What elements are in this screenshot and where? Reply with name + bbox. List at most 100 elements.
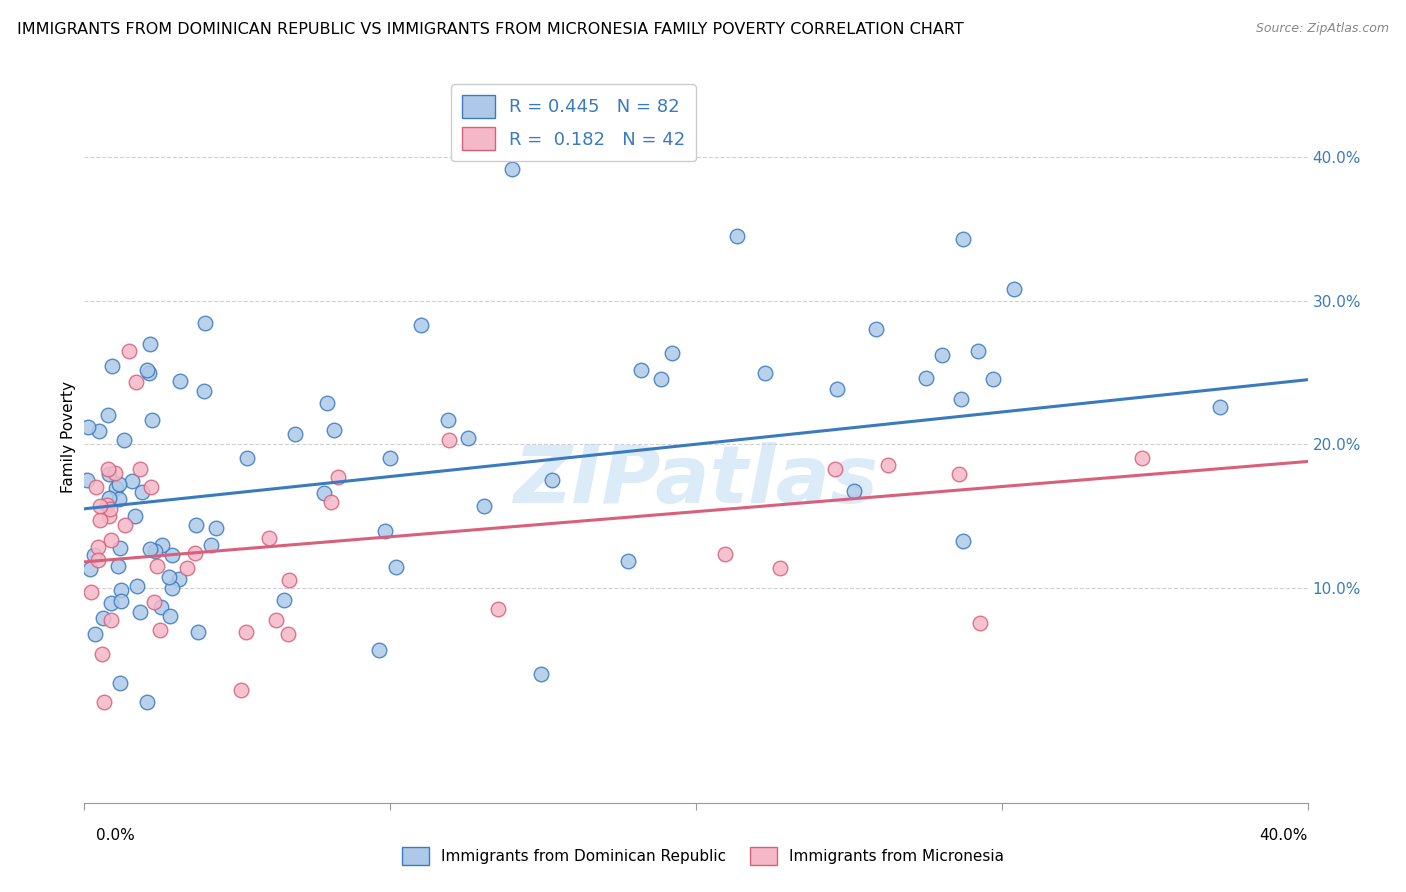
Point <box>844 484 866 499</box>
Point <box>100 596 122 610</box>
Point <box>167 572 190 586</box>
Point <box>409 318 432 332</box>
Point <box>825 382 848 396</box>
Point <box>104 466 127 480</box>
Point <box>76 473 98 487</box>
Point <box>200 537 222 551</box>
Point <box>235 451 257 466</box>
Point <box>100 359 122 373</box>
Point <box>93 695 115 709</box>
Point <box>124 508 146 523</box>
Point <box>98 502 121 516</box>
Point <box>967 344 990 359</box>
Point <box>110 593 132 607</box>
Point <box>86 540 108 554</box>
Point <box>436 413 458 427</box>
Text: ZIPatlas: ZIPatlas <box>513 442 879 520</box>
Point <box>139 480 162 494</box>
Point <box>322 423 344 437</box>
Point <box>138 366 160 380</box>
Point <box>143 544 166 558</box>
Point <box>259 531 281 545</box>
Point <box>948 467 970 481</box>
Point <box>235 624 257 639</box>
Point <box>135 695 157 709</box>
Legend: R = 0.445   N = 82, R =  0.182   N = 42: R = 0.445 N = 82, R = 0.182 N = 42 <box>451 84 696 161</box>
Point <box>952 534 974 549</box>
Point <box>108 541 131 556</box>
Point <box>131 485 153 500</box>
Point <box>141 413 163 427</box>
Point <box>157 570 180 584</box>
Point <box>96 499 118 513</box>
Point <box>1130 451 1153 466</box>
Point <box>129 605 152 619</box>
Point <box>630 363 652 377</box>
Point <box>529 666 551 681</box>
Point <box>877 458 900 473</box>
Point <box>107 559 129 574</box>
Point <box>284 426 307 441</box>
Point <box>110 582 132 597</box>
Legend: Immigrants from Dominican Republic, Immigrants from Micronesia: Immigrants from Dominican Republic, Immi… <box>395 841 1011 871</box>
Point <box>273 592 295 607</box>
Point <box>114 518 136 533</box>
Point <box>969 615 991 630</box>
Point <box>501 162 523 177</box>
Point <box>176 560 198 574</box>
Point <box>98 491 121 505</box>
Point <box>91 647 114 661</box>
Point <box>80 585 103 599</box>
Y-axis label: Family Poverty: Family Poverty <box>60 381 76 493</box>
Text: 40.0%: 40.0% <box>1260 828 1308 843</box>
Point <box>159 608 181 623</box>
Point <box>184 546 207 560</box>
Point <box>194 316 217 330</box>
Point <box>87 553 110 567</box>
Text: IMMIGRANTS FROM DOMINICAN REPUBLIC VS IMMIGRANTS FROM MICRONESIA FAMILY POVERTY : IMMIGRANTS FROM DOMINICAN REPUBLIC VS IM… <box>17 22 963 37</box>
Point <box>79 562 101 576</box>
Point <box>457 431 479 445</box>
Text: 0.0%: 0.0% <box>96 828 135 843</box>
Point <box>472 500 495 514</box>
Point <box>769 560 792 574</box>
Point <box>725 228 748 243</box>
Point <box>150 538 173 552</box>
Point <box>264 613 287 627</box>
Point <box>952 232 974 246</box>
Point <box>160 581 183 595</box>
Point <box>160 548 183 562</box>
Point <box>914 371 936 385</box>
Point <box>316 396 339 410</box>
Point <box>108 477 131 491</box>
Point <box>824 462 846 476</box>
Point <box>139 337 162 351</box>
Point <box>486 602 509 616</box>
Point <box>193 384 215 398</box>
Point <box>87 424 110 438</box>
Point <box>149 624 172 638</box>
Point <box>319 495 342 509</box>
Point <box>118 343 141 358</box>
Point <box>135 362 157 376</box>
Point <box>83 627 105 641</box>
Point <box>105 481 128 495</box>
Point <box>97 508 120 523</box>
Text: Source: ZipAtlas.com: Source: ZipAtlas.com <box>1256 22 1389 36</box>
Point <box>149 600 172 615</box>
Point <box>98 467 121 481</box>
Point <box>1002 282 1025 296</box>
Point <box>374 524 396 539</box>
Point <box>84 480 107 494</box>
Point <box>661 346 683 360</box>
Point <box>186 517 208 532</box>
Point <box>169 374 191 388</box>
Point <box>145 558 167 573</box>
Point <box>108 491 131 506</box>
Point <box>143 594 166 608</box>
Point <box>89 499 111 513</box>
Point <box>754 366 776 380</box>
Point <box>380 450 402 465</box>
Point <box>108 676 131 690</box>
Point <box>328 469 350 483</box>
